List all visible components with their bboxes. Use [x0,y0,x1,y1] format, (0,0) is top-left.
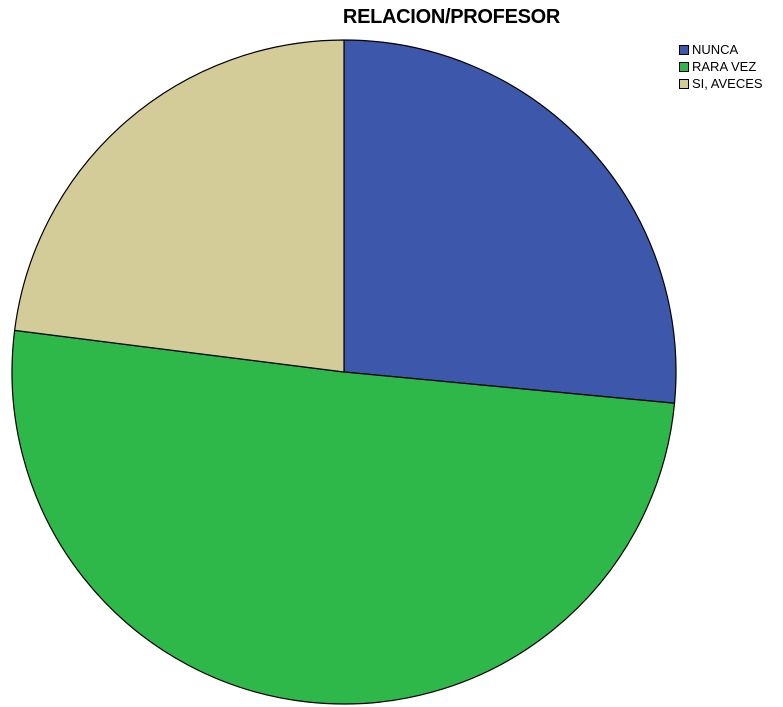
legend-swatch-rara-vez [679,61,689,72]
pie-slice-si-aveces [14,39,345,373]
pie-slice-rara-vez [11,329,676,705]
legend-label-nunca: NUNCA [692,42,739,57]
legend-swatch-si-aveces [679,78,689,89]
pie-slices [11,39,677,705]
legend-swatch-nunca [679,44,689,55]
legend: NUNCA RARA VEZ SI, AVECES [679,41,763,92]
legend-item-si-aveces: SI, AVECES [679,75,763,92]
legend-label-si-aveces: SI, AVECES [692,76,763,91]
legend-item-nunca: NUNCA [679,41,763,58]
legend-label-rara-vez: RARA VEZ [692,59,757,74]
pie-slice-nunca [343,39,677,404]
legend-item-rara-vez: RARA VEZ [679,58,763,75]
chart-title: RELACION/PROFESOR [342,6,561,28]
